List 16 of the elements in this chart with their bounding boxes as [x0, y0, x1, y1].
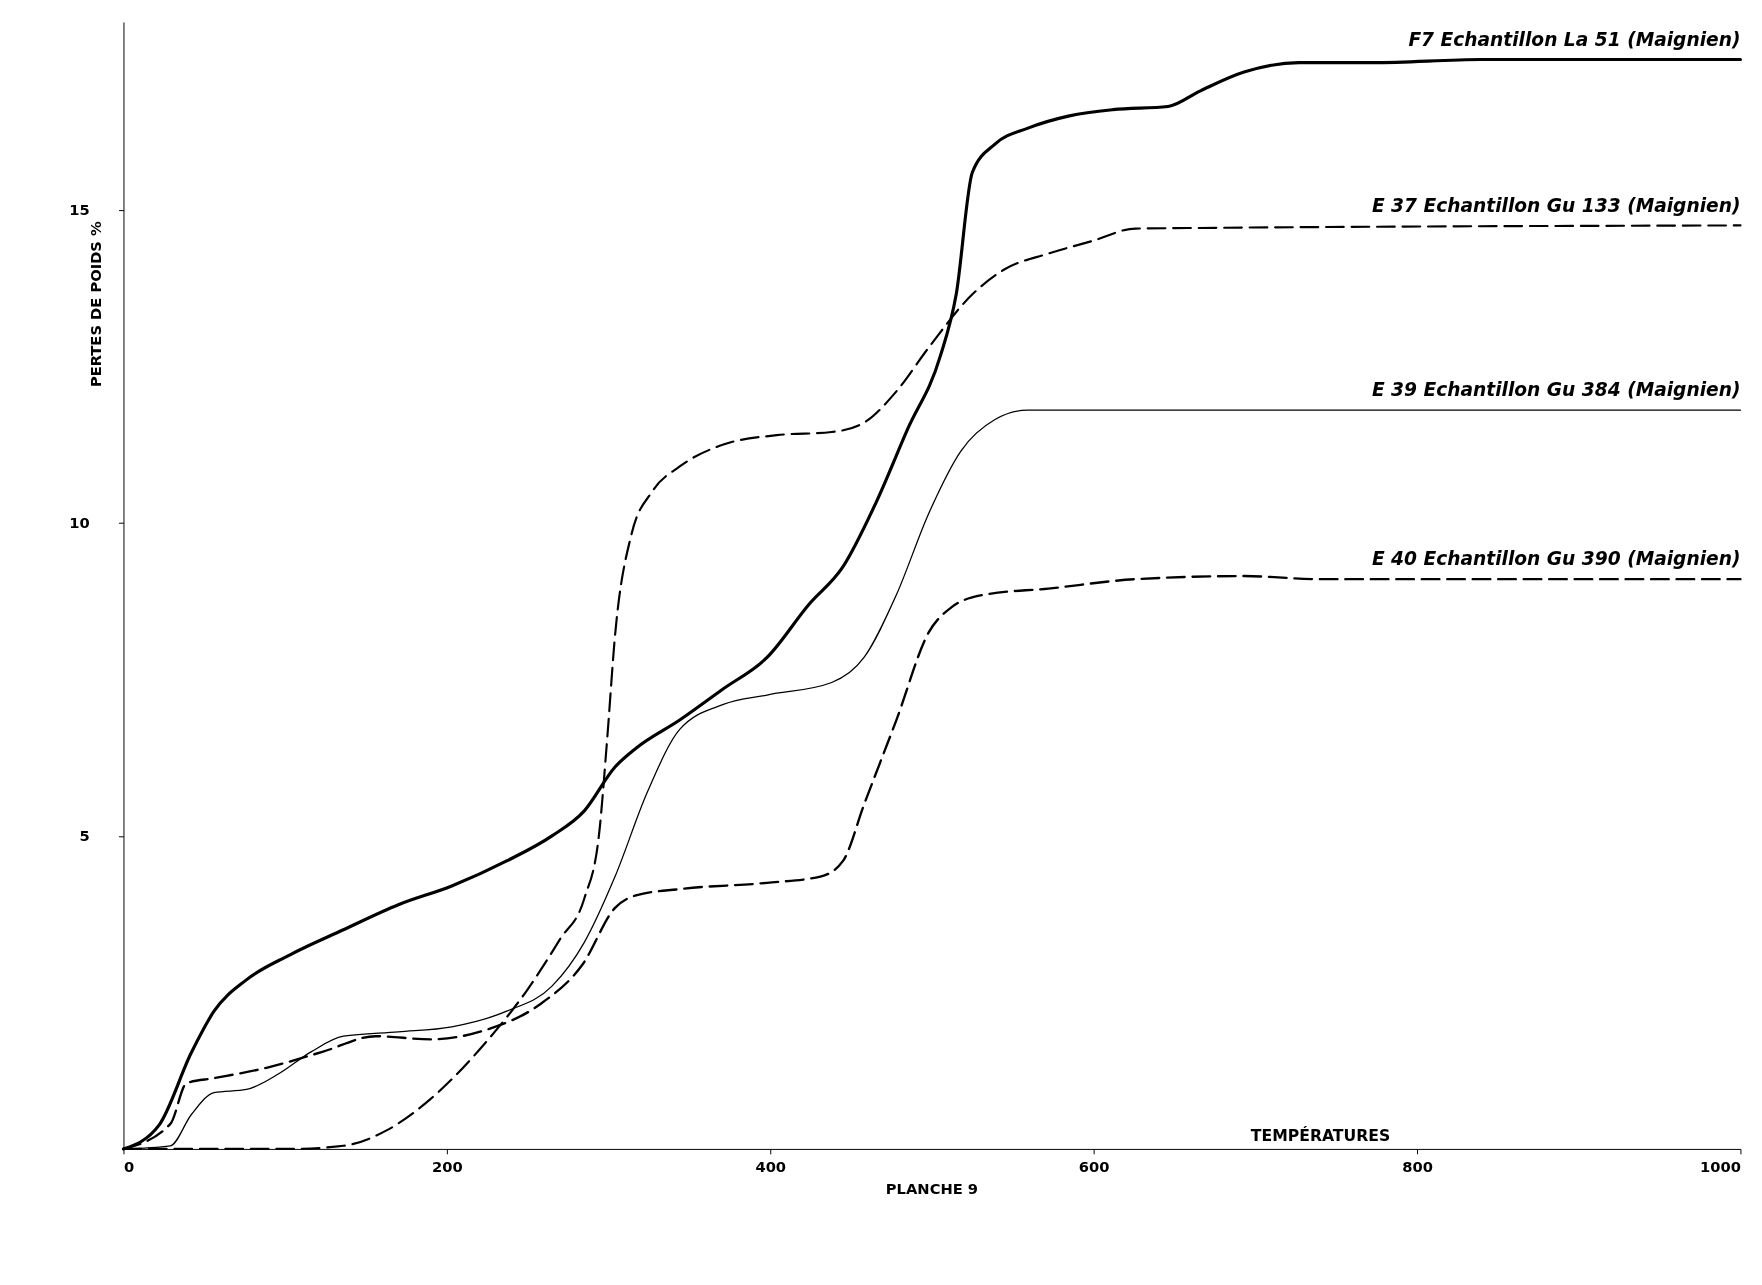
series-label: F7 Echantillon La 51 (Maignien) — [1408, 28, 1741, 50]
series-label: E 40 Echantillon Gu 390 (Maignien) — [1371, 548, 1741, 570]
x-tick-label: 800 — [1402, 1157, 1433, 1175]
x-tick-label: 400 — [755, 1157, 787, 1175]
x-tick-label: 0 — [123, 1157, 135, 1175]
x-tick-label: 600 — [1078, 1157, 1110, 1175]
x-axis-title: TEMPÉRATURES — [1250, 1125, 1391, 1145]
y-tick-label: 5 — [79, 827, 90, 845]
series-label: E 37 Echantillon Gu 133 (Maignien) — [1371, 194, 1741, 216]
y-tick-label: 10 — [69, 514, 90, 532]
y-axis-title: PERTES DE POIDS % — [87, 220, 105, 388]
series-label: E 39 Echantillon Gu 384 (Maignien) — [1371, 379, 1741, 401]
text: PLANCHE 9 — [885, 1180, 979, 1198]
x-tick-label: 200 — [432, 1157, 463, 1175]
y-tick-label: 15 — [69, 201, 90, 219]
x-tick-label: 1000 — [1700, 1157, 1741, 1175]
